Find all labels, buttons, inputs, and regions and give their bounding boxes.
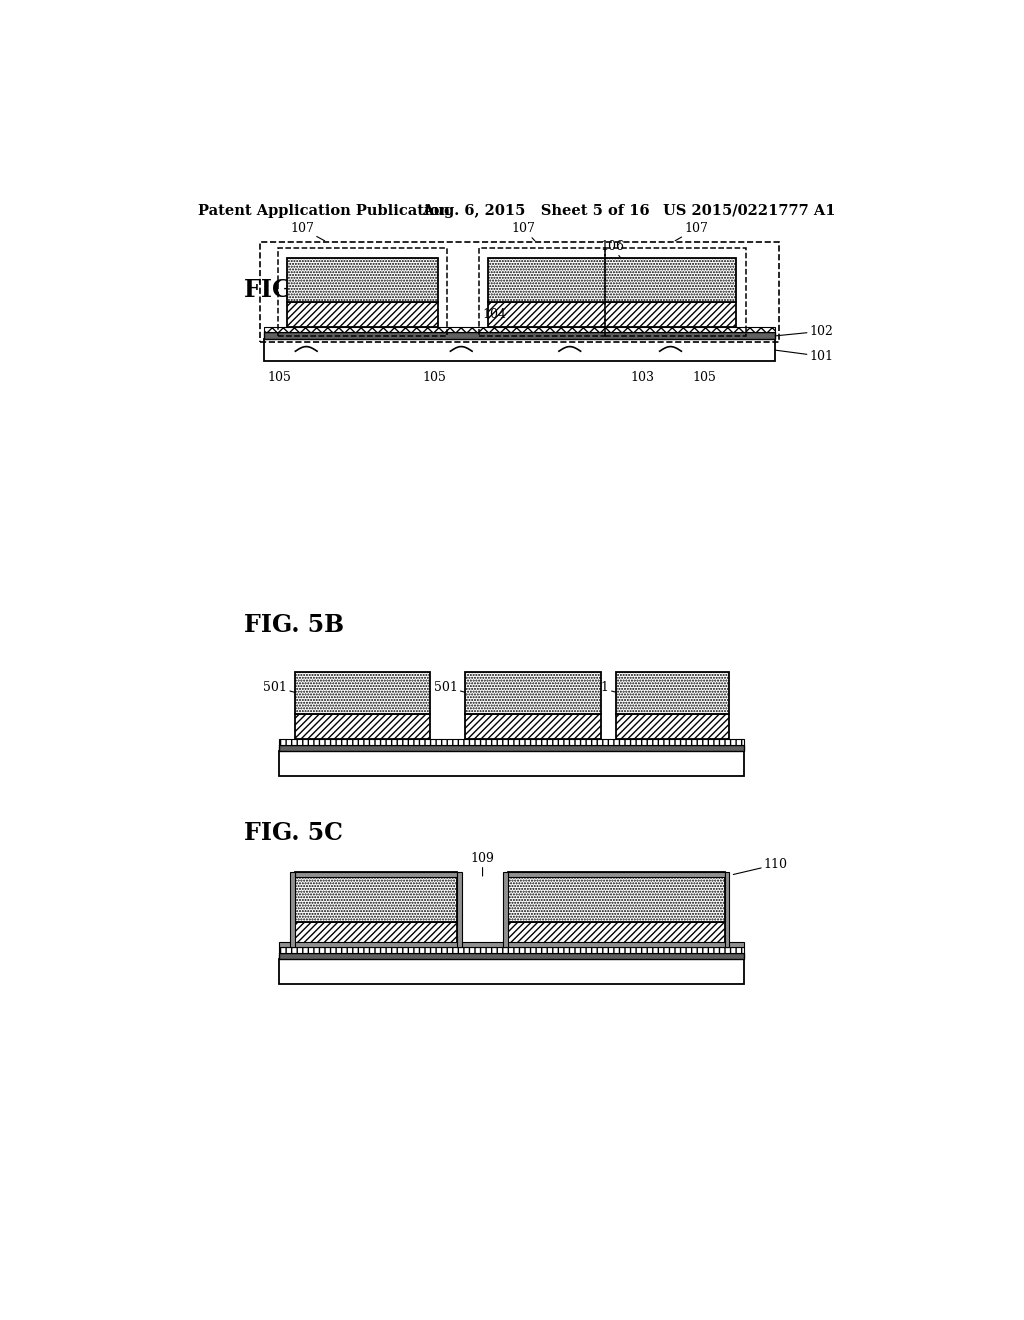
Bar xyxy=(263,339,775,360)
Text: 501: 501 xyxy=(585,681,620,693)
Text: 107: 107 xyxy=(511,222,536,240)
Text: Aug. 6, 2015   Sheet 5 of 16: Aug. 6, 2015 Sheet 5 of 16 xyxy=(423,203,650,218)
Bar xyxy=(488,302,736,327)
Text: 106: 106 xyxy=(600,240,625,264)
Bar xyxy=(604,248,745,337)
Text: 104: 104 xyxy=(482,308,507,321)
Text: FIG. 5C: FIG. 5C xyxy=(245,821,343,845)
Bar xyxy=(280,953,744,960)
Bar xyxy=(508,923,725,946)
Text: 103: 103 xyxy=(630,371,654,384)
Bar xyxy=(616,714,729,739)
Bar xyxy=(263,333,775,339)
Bar xyxy=(287,302,438,327)
Text: FIG. 5B: FIG. 5B xyxy=(245,612,344,636)
Bar xyxy=(260,243,779,342)
Text: 501: 501 xyxy=(263,681,298,693)
Bar xyxy=(508,873,725,923)
Text: 110: 110 xyxy=(733,858,787,875)
Bar xyxy=(287,257,438,302)
Bar xyxy=(295,873,458,876)
Bar xyxy=(295,672,430,714)
Bar xyxy=(280,946,744,953)
Bar xyxy=(295,714,430,739)
Bar xyxy=(295,873,458,923)
Bar xyxy=(263,327,775,333)
Text: 107: 107 xyxy=(675,222,709,240)
Bar xyxy=(290,873,295,946)
Bar xyxy=(295,923,458,946)
Bar xyxy=(280,942,744,946)
Bar xyxy=(280,739,744,744)
Bar xyxy=(508,873,725,876)
Bar xyxy=(280,751,744,776)
Text: 105: 105 xyxy=(692,371,716,384)
Text: 107: 107 xyxy=(290,222,325,240)
Bar xyxy=(479,248,604,337)
Text: 105: 105 xyxy=(267,371,291,384)
Text: US 2015/0221777 A1: US 2015/0221777 A1 xyxy=(663,203,836,218)
Bar xyxy=(616,672,729,714)
Text: 501: 501 xyxy=(434,681,468,693)
Text: 101: 101 xyxy=(775,350,834,363)
Bar xyxy=(725,873,729,946)
Text: 105: 105 xyxy=(422,371,446,384)
Bar xyxy=(465,672,601,714)
Text: 102: 102 xyxy=(775,325,834,338)
Bar xyxy=(278,248,447,337)
Bar xyxy=(458,873,462,946)
Text: FIG. 5A: FIG. 5A xyxy=(245,277,343,302)
Bar xyxy=(465,714,601,739)
Bar xyxy=(280,744,744,751)
Bar xyxy=(280,960,744,983)
Bar xyxy=(503,873,508,946)
Text: 109: 109 xyxy=(471,851,495,876)
Text: Patent Application Publication: Patent Application Publication xyxy=(198,203,450,218)
Bar xyxy=(488,257,736,302)
